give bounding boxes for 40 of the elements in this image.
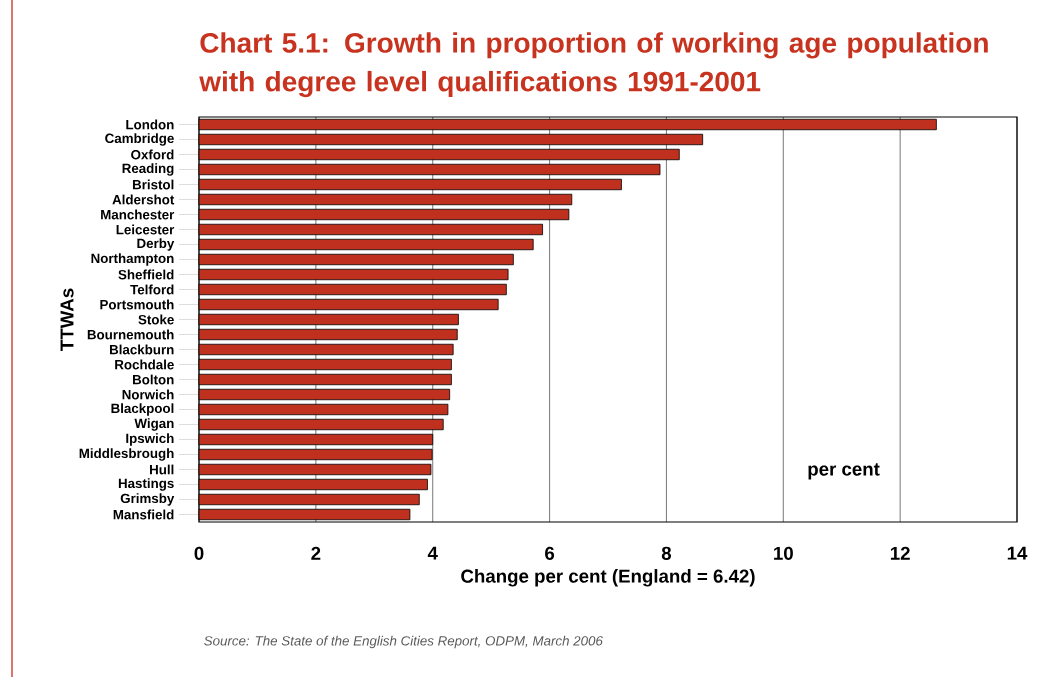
x-tick-label: 10 xyxy=(774,546,793,560)
x-axis-title: Change per cent (England = 6.42) xyxy=(461,569,755,587)
y-tick-label: Manchester xyxy=(101,209,175,220)
y-tick-label: Leicester xyxy=(116,224,175,235)
y-tick-label: Stoke xyxy=(138,314,174,325)
x-tick-label: 14 xyxy=(1007,546,1028,560)
y-tick-label: Blackpool xyxy=(111,403,174,416)
y-tick-label: Grimsby xyxy=(120,493,175,506)
x-tick-label: 4 xyxy=(427,546,438,560)
y-tick-label: Rochdale xyxy=(115,359,174,370)
x-tick-label: 8 xyxy=(661,546,672,560)
x-tick-label: 2 xyxy=(311,546,321,560)
y-tick-label: Telford xyxy=(130,284,174,295)
y-tick-label: Middlesbrough xyxy=(79,448,174,461)
y-tick-label: Aldershot xyxy=(112,194,175,205)
x-tick-label: 12 xyxy=(890,546,910,560)
y-tick-label: Bristol xyxy=(132,179,174,190)
annotation: per cent xyxy=(808,463,880,480)
y-tick-label: Bolton xyxy=(132,374,174,385)
x-tick-label: 6 xyxy=(545,546,555,560)
y-tick-label: Cambridge xyxy=(105,133,174,146)
y-tick-label: Northampton xyxy=(91,253,174,266)
x-tick-label: 0 xyxy=(194,546,204,560)
y-tick-label: Norwich xyxy=(122,389,174,400)
y-tick-label: Blackburn xyxy=(110,344,174,355)
y-tick-label: Reading xyxy=(122,163,174,176)
y-tick-label: Sheffield xyxy=(118,269,174,280)
y-tick-label: Derby xyxy=(137,238,175,251)
y-tick-label: Ipswich xyxy=(126,433,174,446)
chart-title: Chart 5.1: Growth in proportion of working age population with degree level qualifications 1991-2001 xyxy=(199,32,988,98)
source-note: Source: The State of the English Cities Report, ODPM, March 2006 xyxy=(204,635,603,649)
y-tick-label: Hastings xyxy=(118,478,174,491)
y-tick-label: Wigan xyxy=(134,418,174,431)
y-tick-label: Bournemouth xyxy=(87,329,174,340)
y-tick-label: Portsmouth xyxy=(100,299,174,310)
y-tick-label: Oxford xyxy=(131,149,174,160)
y-tick-label: Hull xyxy=(150,464,174,475)
y-axis-title: TTWAs xyxy=(60,288,74,351)
y-tick-label: Mansfield xyxy=(113,509,174,520)
y-tick-label: London xyxy=(126,119,174,130)
